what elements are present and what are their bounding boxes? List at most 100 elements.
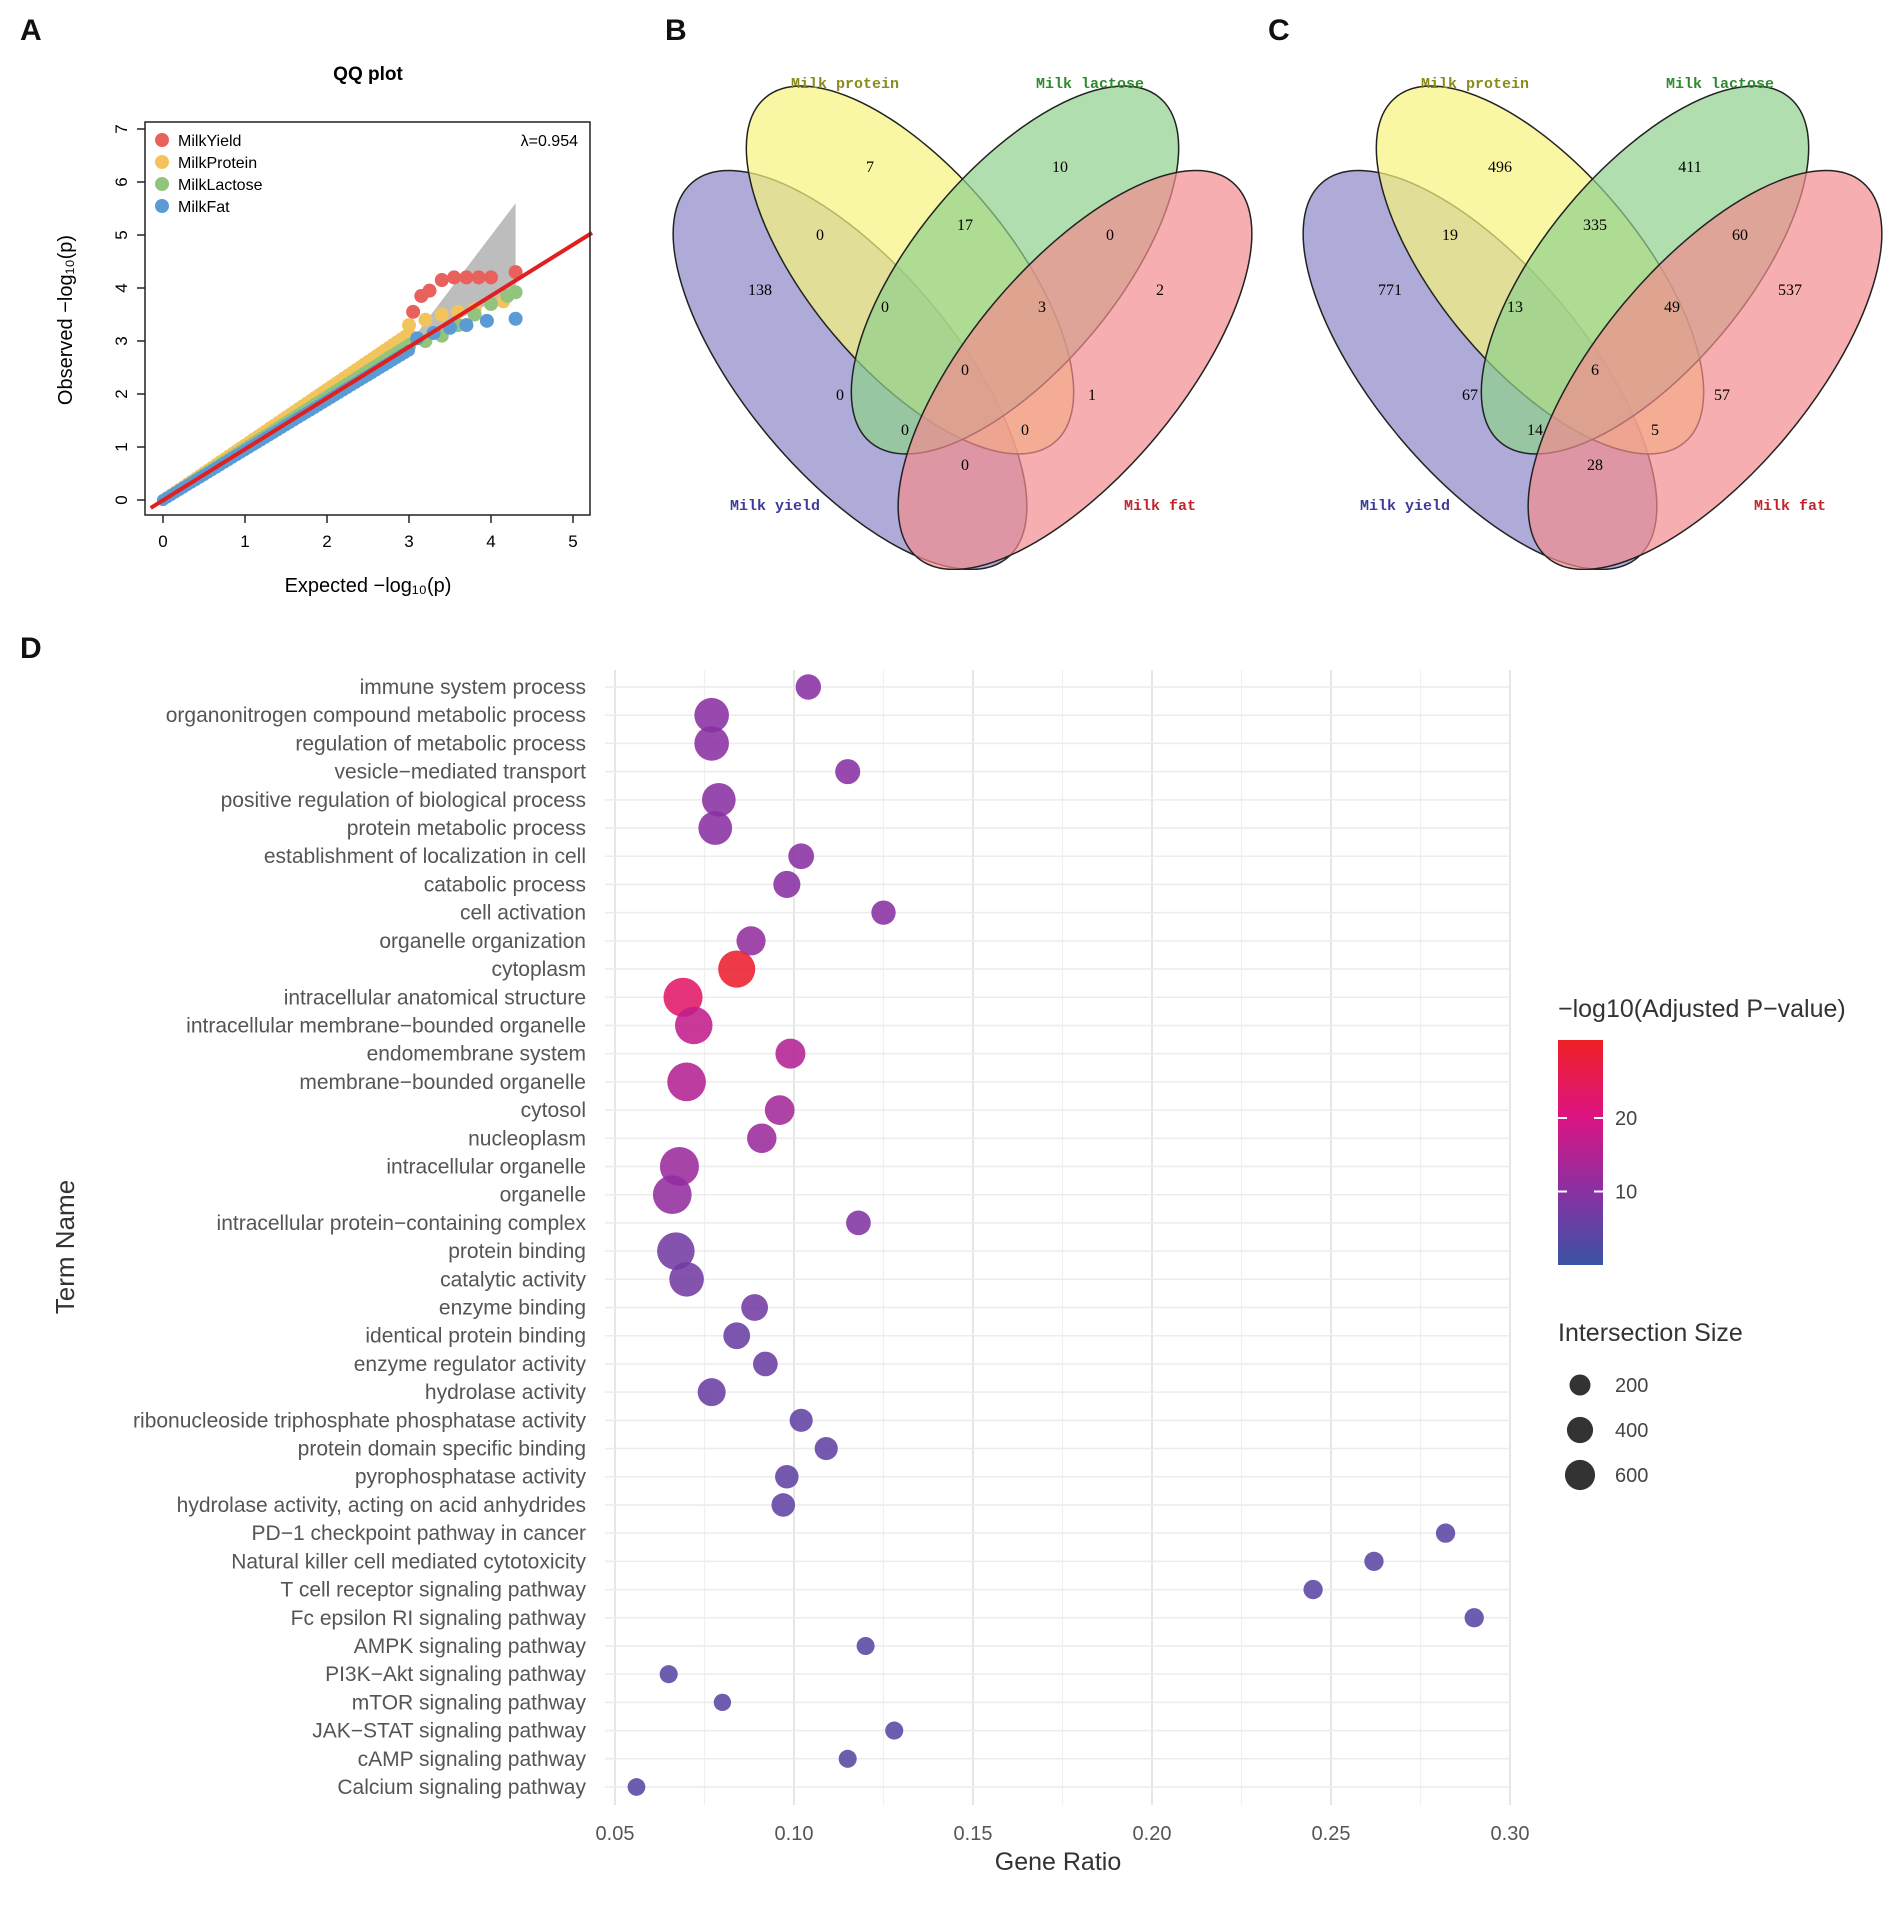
qq-point bbox=[508, 285, 523, 300]
dot-point bbox=[669, 1262, 704, 1297]
dot-term-label: organelle bbox=[500, 1184, 586, 1207]
qq-legend-label-MilkProtein: MilkProtein bbox=[178, 155, 257, 172]
dot-size-legend-marker bbox=[1564, 1459, 1596, 1491]
dot-term-label: hydrolase activity bbox=[425, 1381, 587, 1404]
dot-point bbox=[788, 843, 815, 870]
venn-count-protein_lactose: 17 bbox=[957, 217, 973, 234]
qq-legend-marker-MilkFat bbox=[155, 199, 169, 213]
qq-point bbox=[484, 296, 498, 311]
dot-term-label: cAMP signaling pathway bbox=[358, 1748, 587, 1771]
dot-size-legend-label: 200 bbox=[1615, 1375, 1648, 1397]
venn-count-protein_fat: 1 bbox=[1088, 387, 1096, 404]
dot-term-label: Natural killer cell mediated cytotoxicit… bbox=[231, 1550, 586, 1573]
dot-term-label: T cell receptor signaling pathway bbox=[281, 1579, 587, 1602]
dot-point bbox=[652, 1175, 692, 1215]
dot-term-label: protein domain specific binding bbox=[298, 1438, 586, 1461]
dot-term-label: positive regulation of biological proces… bbox=[221, 789, 586, 812]
venn-ellipse-fat bbox=[897, 169, 1253, 570]
dot-term-label: membrane−bounded organelle bbox=[299, 1071, 586, 1094]
dot-x-tick-label: 0.20 bbox=[1133, 1823, 1172, 1845]
panel-label-b: B bbox=[665, 14, 687, 47]
dot-term-label: cytosol bbox=[521, 1099, 586, 1122]
qq-y-tick-label: 5 bbox=[112, 230, 131, 239]
venn-count-protein: 7 bbox=[866, 159, 874, 176]
dot-term-label: protein metabolic process bbox=[347, 817, 586, 840]
qq-point bbox=[508, 311, 523, 326]
dot-color-legend-bar bbox=[1558, 1040, 1603, 1265]
dot-size-legend-label: 400 bbox=[1615, 1420, 1648, 1442]
dot-point bbox=[627, 1778, 646, 1796]
qq-y-tick-label: 2 bbox=[112, 389, 131, 398]
dot-y-label: Term Name bbox=[50, 1180, 80, 1314]
dot-point bbox=[835, 759, 861, 785]
go-dotplot: immune system process organonitrogen comp… bbox=[50, 670, 1846, 1876]
qq-legend-marker-MilkYield bbox=[155, 133, 169, 147]
dot-x-tick-label: 0.15 bbox=[954, 1823, 993, 1845]
venn-count-yield_lactose: 67 bbox=[1462, 387, 1478, 404]
venn-count-yield: 771 bbox=[1378, 282, 1402, 299]
dot-point bbox=[723, 1322, 751, 1350]
qq-plot: QQ plot 0 1 2 3 4 5 0 1 2 3 4 5 6 7 Expected −log₁₀(p) O… bbox=[55, 64, 600, 597]
venn-count-yield_protein_fat: 0 bbox=[1021, 422, 1029, 439]
dot-color-legend-title: −log10(Adjusted P−value) bbox=[1558, 995, 1846, 1023]
dot-term-label: hydrolase activity, acting on acid anhyd… bbox=[177, 1494, 586, 1517]
panel-label-c: C bbox=[1268, 14, 1290, 47]
venn-count-yield: 138 bbox=[748, 282, 772, 299]
dot-point bbox=[657, 1232, 695, 1270]
dot-x-tick-label: 0.10 bbox=[775, 1823, 814, 1845]
dot-point bbox=[775, 1038, 806, 1069]
dot-term-label: organelle organization bbox=[379, 930, 586, 953]
qq-y-tick-label: 4 bbox=[112, 283, 131, 292]
venn-count-lactose_fat: 60 bbox=[1732, 227, 1748, 244]
qq-lambda-label: λ=0.954 bbox=[521, 133, 578, 150]
dot-term-label: Fc epsilon RI signaling pathway bbox=[291, 1607, 587, 1630]
dot-point bbox=[675, 1006, 713, 1045]
qq-point bbox=[434, 307, 449, 322]
dot-point bbox=[667, 1062, 706, 1102]
venn-set-label-protein: Milk protein bbox=[1421, 76, 1529, 93]
venn-set-label-fat: Milk fat bbox=[1754, 498, 1826, 515]
dot-color-legend-label: 10 bbox=[1615, 1182, 1637, 1204]
dot-term-label: ribonucleoside triphosphate phosphatase … bbox=[133, 1409, 586, 1432]
qq-title: QQ plot bbox=[333, 64, 403, 85]
qq-point bbox=[484, 270, 498, 285]
qq-point bbox=[459, 270, 474, 285]
venn-count-all4: 6 bbox=[1591, 362, 1599, 379]
dot-point bbox=[1435, 1523, 1456, 1543]
qq-legend-label-MilkLactose: MilkLactose bbox=[178, 177, 263, 194]
dot-size-legend-marker bbox=[1569, 1374, 1591, 1396]
venn-count-yield_protein_fat: 5 bbox=[1651, 422, 1659, 439]
dot-term-label: Calcium signaling pathway bbox=[337, 1776, 586, 1799]
dot-point bbox=[838, 1749, 857, 1768]
qq-point bbox=[471, 270, 486, 285]
dot-point bbox=[775, 1464, 799, 1489]
dot-point bbox=[741, 1294, 769, 1321]
venn-count-yield_protein_lactose: 0 bbox=[881, 299, 889, 316]
qq-point bbox=[418, 312, 433, 327]
venn-diagram-b: Milk protein Milk lactose Milk yield Milk f… bbox=[672, 76, 1253, 570]
dot-point bbox=[1464, 1608, 1484, 1628]
venn-count-all4: 0 bbox=[961, 362, 969, 379]
qq-legend-label-MilkFat: MilkFat bbox=[178, 199, 230, 216]
dot-point bbox=[1364, 1551, 1384, 1572]
venn-count-yield_fat: 0 bbox=[961, 457, 969, 474]
dot-point bbox=[764, 1095, 795, 1125]
venn-count-protein_lactose_fat: 49 bbox=[1664, 299, 1680, 316]
dot-term-label: protein binding bbox=[448, 1240, 586, 1263]
venn-count-yield_lactose_fat: 14 bbox=[1527, 422, 1543, 439]
qq-y-tick-label: 7 bbox=[112, 124, 131, 133]
qq-point bbox=[467, 307, 482, 322]
dot-point bbox=[694, 726, 729, 761]
venn-set-label-lactose: Milk lactose bbox=[1036, 76, 1144, 93]
qq-reference-line bbox=[149, 231, 594, 510]
dot-term-label: endomembrane system bbox=[367, 1043, 586, 1066]
dot-term-label: PD−1 checkpoint pathway in cancer bbox=[252, 1522, 586, 1545]
venn-count-yield_fat: 28 bbox=[1587, 457, 1603, 474]
venn-set-label-protein: Milk protein bbox=[791, 76, 899, 93]
dot-point bbox=[697, 1378, 726, 1407]
dot-point bbox=[701, 782, 736, 817]
venn-count-fat: 537 bbox=[1778, 282, 1802, 299]
dot-point bbox=[1303, 1579, 1323, 1600]
dot-color-legend-label: 20 bbox=[1615, 1108, 1637, 1130]
qq-point bbox=[402, 318, 416, 333]
